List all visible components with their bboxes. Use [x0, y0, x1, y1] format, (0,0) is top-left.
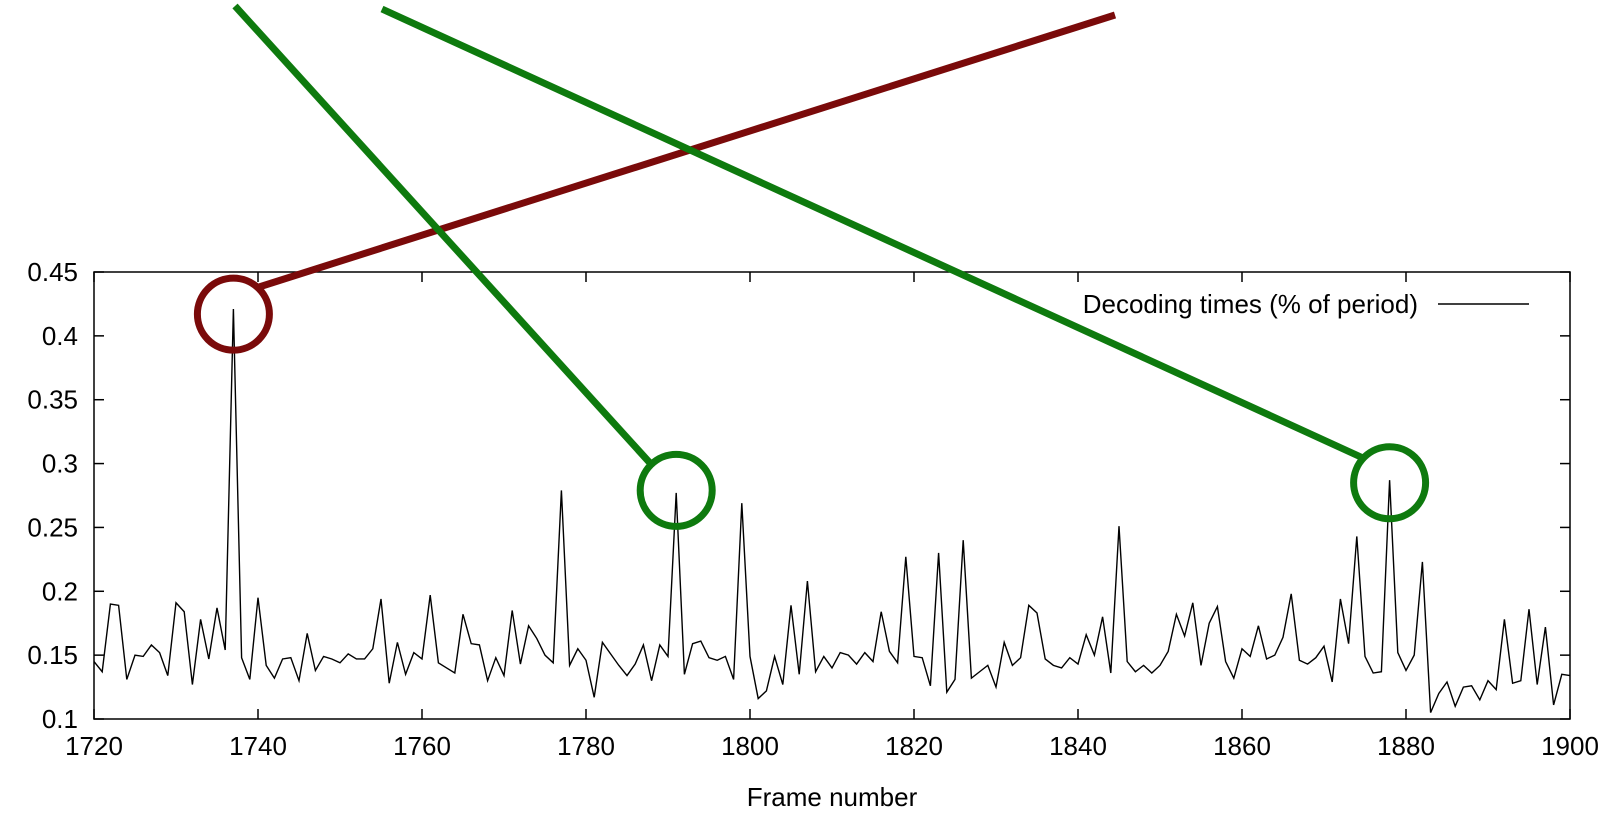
x-tick-label: 1720 [65, 731, 123, 761]
x-tick-label: 1900 [1541, 731, 1599, 761]
callout-line-green-left [232, 3, 653, 466]
annotation-circle [636, 450, 716, 530]
series-line [93, 309, 1571, 713]
y-tick-label: 0.3 [42, 449, 78, 479]
x-tick-label: 1840 [1049, 731, 1107, 761]
y-tick-label: 0.4 [42, 321, 78, 351]
callout-line-green-right [380, 5, 1365, 462]
y-tick-label: 0.2 [42, 576, 78, 606]
y-tick-label: 0.45 [27, 257, 78, 287]
y-tick-label: 0.25 [27, 512, 78, 542]
axis-ticks [93, 271, 1571, 720]
annotation-circle [193, 274, 273, 354]
plot-frame [93, 271, 1571, 720]
x-tick-label: 1800 [721, 731, 779, 761]
annotation-circles [193, 274, 1430, 530]
legend-label: Decoding times (% of period) [1083, 289, 1418, 319]
x-axis-title: Frame number [747, 782, 918, 812]
x-tick-label: 1780 [557, 731, 615, 761]
x-tick-label: 1760 [393, 731, 451, 761]
x-tick-label: 1820 [885, 731, 943, 761]
x-tick-label: 1860 [1213, 731, 1271, 761]
y-tick-labels: 0.1 0.15 0.2 0.25 0.3 0.35 0.4 0.45 [27, 257, 78, 734]
y-tick-label: 0.35 [27, 385, 78, 415]
y-tick-label: 0.1 [42, 704, 78, 734]
legend: Decoding times (% of period) [1083, 289, 1529, 319]
annotation-overlay [193, 3, 1430, 530]
x-tick-labels: 1720 1740 1760 1780 1800 1820 1840 1860 1880 1900 [65, 731, 1599, 761]
x-tick-label: 1740 [229, 731, 287, 761]
series-layer [93, 309, 1571, 713]
annotation-circle [1350, 443, 1430, 523]
x-tick-label: 1880 [1377, 731, 1435, 761]
y-tick-label: 0.15 [27, 640, 78, 670]
